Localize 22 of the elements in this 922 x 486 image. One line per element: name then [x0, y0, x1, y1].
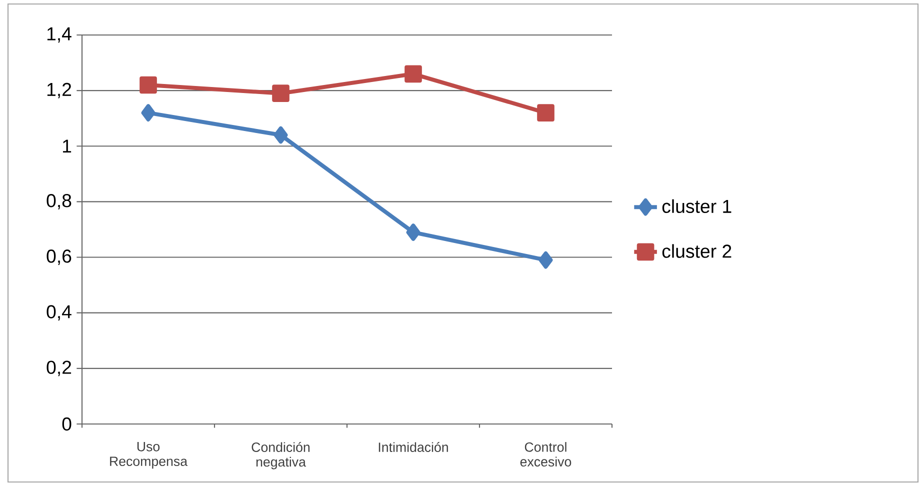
- x-tick-label: Uso Recompensa: [110, 442, 188, 469]
- y-tick-label: 0,4: [46, 305, 72, 321]
- y-tick-label: 1,4: [47, 27, 72, 43]
- y-tick-label: 1: [63, 140, 72, 153]
- y-tick-label: 0,8: [46, 194, 72, 210]
- y-tick-label: 1,2: [47, 82, 72, 98]
- y-tick-label: 0,6: [46, 250, 72, 265]
- point: [140, 76, 157, 94]
- x-tick-label: Condición negativa: [252, 442, 310, 470]
- point: [274, 126, 288, 144]
- point: [537, 104, 554, 122]
- legend-label: cluster 2: [662, 244, 732, 258]
- legend-label: cluster 1: [662, 199, 732, 214]
- y-tick-label: 0: [62, 417, 72, 431]
- x-tick-label: Intimidación: [378, 442, 448, 452]
- point: [272, 84, 290, 102]
- point: [141, 104, 156, 122]
- point: [406, 224, 420, 241]
- x-tick-label: Control excesivo: [520, 442, 572, 466]
- point: [538, 251, 553, 269]
- point: [404, 65, 422, 83]
- y-tick-label: 0,2: [46, 360, 72, 376]
